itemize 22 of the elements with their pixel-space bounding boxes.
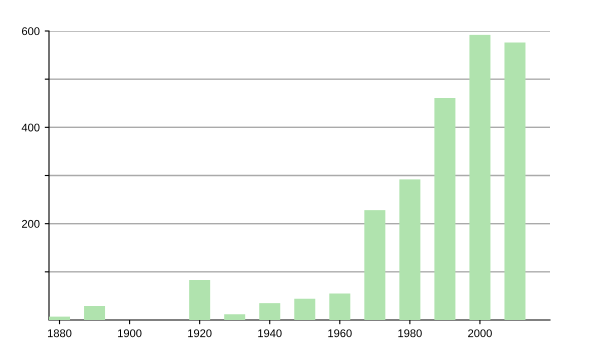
bar [469, 34, 490, 320]
x-tick-label: 2000 [468, 329, 492, 338]
bar [189, 280, 210, 320]
x-tick-label: 1920 [188, 329, 212, 338]
bar [224, 314, 246, 320]
bar [364, 210, 386, 320]
bar [84, 306, 106, 320]
bar [329, 294, 350, 320]
bar [399, 179, 420, 320]
bar [504, 42, 526, 320]
bar [49, 316, 70, 320]
bar [294, 298, 316, 320]
y-tick-label: 200 [22, 220, 40, 228]
y-tick-label: 400 [22, 124, 40, 132]
x-tick-label: 1940 [258, 329, 282, 338]
bar [259, 303, 280, 320]
x-tick-label: 1880 [48, 329, 72, 338]
y-tick-label: 600 [22, 27, 40, 36]
bar [434, 98, 456, 320]
x-tick-label: 1960 [328, 329, 352, 338]
x-tick-label: 1980 [398, 329, 422, 338]
x-tick-label: 1900 [118, 329, 142, 338]
